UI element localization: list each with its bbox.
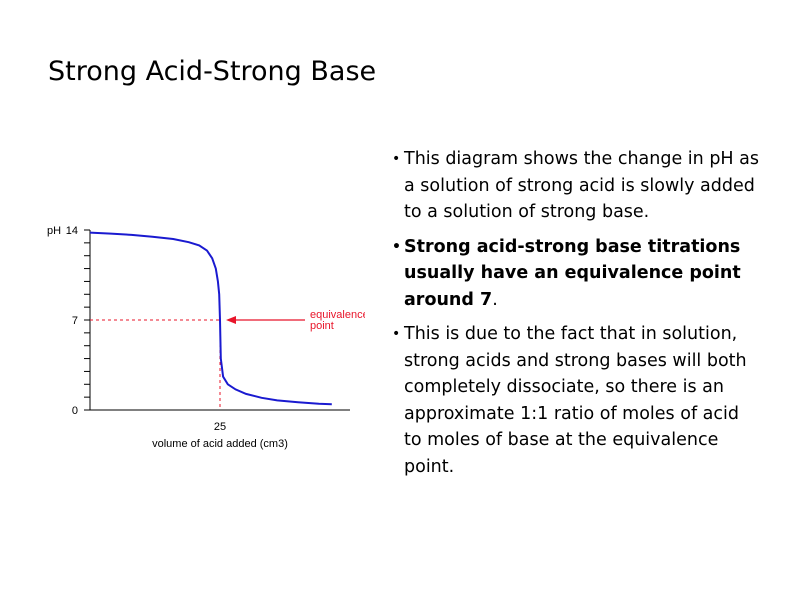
arrow-head-icon bbox=[226, 316, 236, 324]
y-tick-label: 7 bbox=[72, 315, 78, 327]
slide-title: Strong Acid-Strong Base bbox=[48, 56, 377, 87]
bullet-item: Strong acid-strong base titrations usual… bbox=[392, 234, 762, 314]
y-axis-label: pH bbox=[47, 225, 61, 237]
bullet-tail: . bbox=[492, 289, 498, 310]
titration-curve-line bbox=[89, 231, 332, 406]
bullet-item: This diagram shows the change in pH as a… bbox=[392, 146, 762, 226]
x-tick-label: 25 bbox=[214, 421, 226, 433]
bullet-text: This diagram shows the change in pH as a… bbox=[404, 149, 759, 222]
bullet-text: This is due to the fact that in solution… bbox=[404, 324, 747, 477]
bullet-text: Strong acid-strong base titrations usual… bbox=[404, 236, 741, 310]
y-tick-label: 14 bbox=[66, 225, 78, 237]
bullet-item: This is due to the fact that in solution… bbox=[392, 321, 762, 480]
titration-curve-chart: 0 7 14 pH 25 volume of acid added (cm3) equiva… bbox=[47, 225, 365, 450]
bullet-list: This diagram shows the change in pH as a… bbox=[392, 146, 762, 488]
equivalence-point-label: point bbox=[310, 320, 334, 332]
x-axis-label: volume of acid added (cm3) bbox=[152, 438, 288, 450]
y-tick-label: 0 bbox=[72, 405, 78, 417]
equivalence-point-label: equivalence bbox=[310, 309, 365, 321]
